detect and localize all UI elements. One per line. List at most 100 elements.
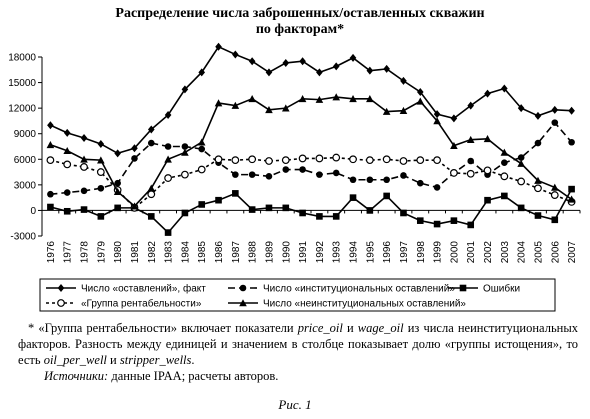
marker (282, 58, 290, 67)
marker (80, 206, 88, 213)
text-run: из числа неинституциональных факторов. Р… (18, 321, 578, 367)
marker (332, 169, 340, 177)
x-tick-label: 1985 (197, 241, 208, 264)
marker (232, 190, 239, 197)
marker (517, 177, 526, 186)
marker (299, 209, 306, 217)
marker (299, 166, 306, 173)
y-tick-label: 18000 (8, 53, 36, 64)
x-tick-label: 1982 (147, 241, 158, 264)
x-tick-label: 1998 (416, 241, 427, 264)
marker (500, 148, 509, 156)
marker (550, 191, 559, 199)
marker (517, 104, 525, 113)
marker (349, 194, 357, 201)
marker (366, 207, 374, 214)
marker (332, 153, 341, 162)
marker (181, 148, 189, 156)
marker (467, 221, 475, 229)
marker (114, 179, 121, 187)
text-run: и (342, 321, 358, 335)
marker (181, 85, 189, 94)
marker (399, 106, 408, 114)
x-tick-label: 2002 (483, 241, 494, 264)
marker (349, 94, 357, 103)
x-tick-label: 1980 (113, 241, 124, 264)
y-tick-label: -3000 (10, 232, 36, 243)
text-run: price_oil (297, 321, 343, 335)
series-line (50, 96, 573, 208)
marker (298, 94, 307, 103)
marker (80, 187, 88, 195)
x-tick-label: 1993 (332, 241, 343, 264)
marker (214, 155, 223, 164)
marker (265, 204, 273, 212)
marker (383, 192, 390, 200)
x-tick-label: 1984 (180, 241, 191, 264)
chart-title: Распределение числа заброшенных/оставлен… (115, 6, 484, 21)
marker (500, 172, 509, 181)
marker (282, 166, 290, 173)
x-tick-label: 1996 (382, 241, 393, 264)
x-tick-label: 1979 (96, 241, 107, 264)
chart-title: по факторам* (256, 22, 344, 37)
marker (114, 149, 121, 158)
y-tick-label: 12000 (8, 104, 36, 115)
x-tick-label: 1989 (264, 241, 275, 264)
marker (551, 105, 559, 114)
marker (147, 190, 156, 199)
marker (568, 138, 575, 146)
text-run: и (106, 353, 120, 367)
marker (231, 101, 240, 109)
marker (316, 213, 323, 220)
marker (501, 159, 508, 166)
marker (534, 139, 542, 147)
legend-label: Число «неинституциональных оставлений» (263, 299, 466, 310)
marker (517, 159, 525, 167)
marker (400, 209, 407, 217)
marker (450, 141, 458, 149)
x-tick-label: 1994 (349, 241, 360, 264)
legend-label: Ошибки (483, 283, 520, 295)
marker (198, 201, 206, 208)
marker (214, 99, 223, 107)
marker (57, 284, 65, 292)
x-tick-label: 1988 (248, 241, 259, 264)
marker (198, 68, 206, 77)
marker (416, 97, 425, 105)
x-tick-label: 2000 (449, 241, 460, 264)
marker (197, 138, 206, 146)
marker (80, 163, 88, 171)
marker (433, 117, 441, 125)
marker (57, 299, 65, 307)
figure-caption: Рис. 1 (278, 397, 312, 412)
marker (568, 106, 575, 115)
marker (231, 156, 240, 165)
y-tick-label: 0 (30, 206, 36, 217)
marker (450, 169, 458, 177)
marker (46, 140, 55, 149)
marker (534, 111, 542, 120)
x-tick-label: 1999 (433, 241, 444, 264)
x-tick-label: 2004 (517, 241, 528, 264)
y-tick-label: 3000 (14, 180, 37, 191)
marker (46, 156, 55, 165)
marker (113, 187, 122, 195)
x-tick-label: 1997 (399, 241, 410, 264)
marker (147, 184, 156, 192)
marker (315, 95, 324, 103)
marker (239, 284, 247, 292)
marker (215, 196, 222, 204)
marker (63, 189, 71, 196)
marker (181, 209, 189, 217)
marker (483, 166, 492, 175)
marker (349, 176, 357, 184)
sources: Источники: данные IPAA; расчеты авторов. (18, 368, 578, 384)
marker (459, 284, 467, 292)
marker (382, 155, 391, 164)
x-tick-label: 1986 (214, 241, 225, 264)
marker (416, 179, 424, 187)
marker (131, 155, 138, 162)
marker (282, 204, 290, 212)
legend-box (39, 278, 556, 312)
